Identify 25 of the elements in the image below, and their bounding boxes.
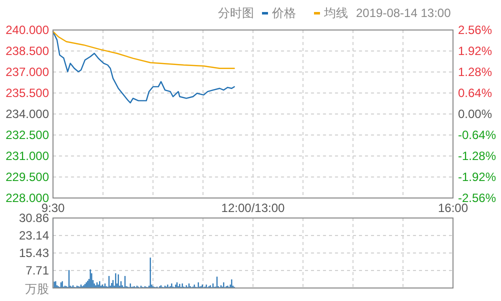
y-tick-label: 240.000 [6, 23, 50, 37]
y2-tick-label: -0.64% [458, 128, 496, 142]
y-tick-label: 232.500 [6, 128, 50, 142]
y2-tick-label: -1.28% [458, 149, 496, 163]
y-tick-label: 237.000 [6, 65, 50, 79]
y-tick-label: 15.43 [18, 246, 50, 260]
y2-tick-label: 0.00% [458, 107, 492, 121]
y2-tick-label: 0.64% [458, 86, 492, 100]
y-tick-label: 238.500 [6, 44, 50, 58]
chart-subtitle: 分时图 [218, 6, 254, 20]
y2-tick-label: 1.28% [458, 65, 492, 79]
legend-label: 均线 [323, 6, 348, 20]
y-tick-label: 229.500 [6, 170, 50, 184]
y2-tick-label: -1.92% [458, 170, 496, 184]
y2-tick-label: 2.56% [458, 23, 492, 37]
y-tick-label: 7.71 [26, 264, 50, 278]
y-tick-label: 235.500 [6, 86, 50, 100]
x-tick-label: 12:00/13:00 [221, 201, 286, 215]
legend-label: 价格 [271, 6, 296, 20]
text: 2019-08-14 13:00 [356, 6, 452, 20]
y-axis-title: 万股 [25, 282, 49, 296]
y2-tick-label: 1.92% [458, 44, 492, 58]
y-tick-label: 23.14 [18, 228, 50, 243]
y-tick-label: 231.000 [6, 149, 50, 163]
y-tick-label: 234.000 [6, 107, 50, 121]
